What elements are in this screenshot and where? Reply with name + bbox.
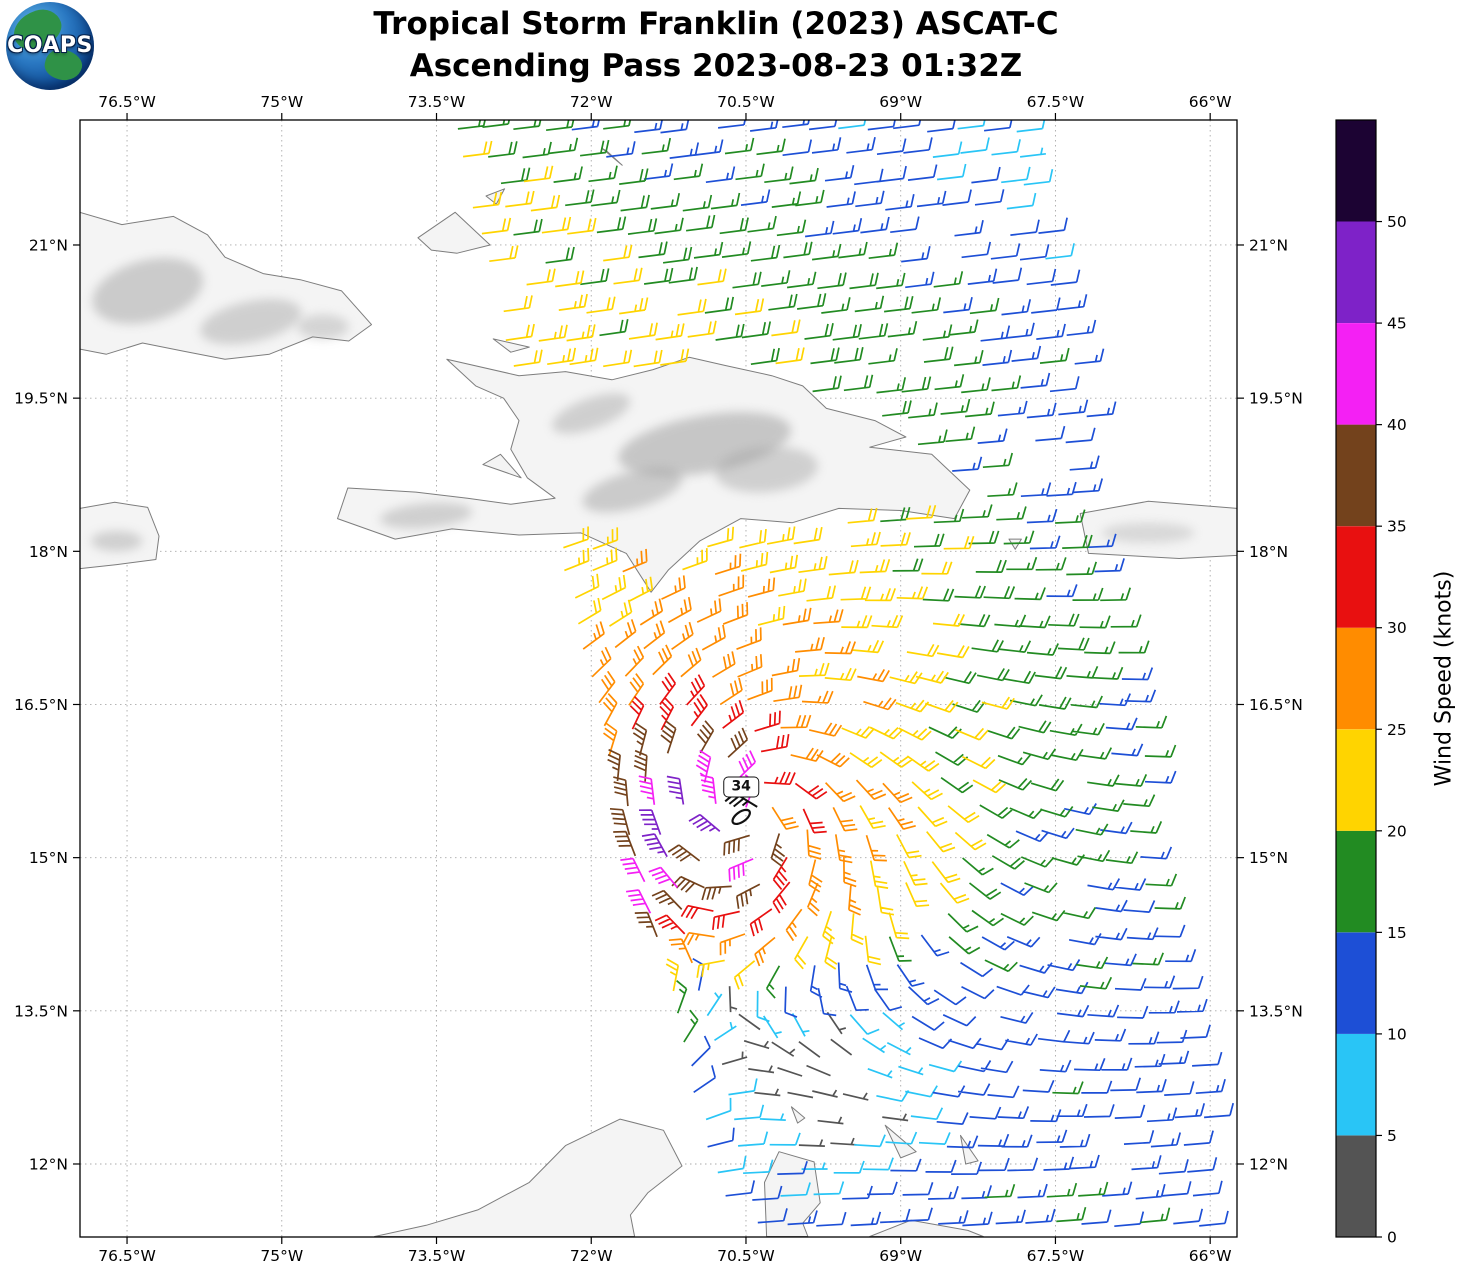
land-aruba [790,1106,806,1124]
wind-barbs-25-30kt [582,548,916,967]
terrain-shading [92,257,204,324]
terrain-shading [552,393,631,434]
x-tick-label-bottom: 75°W [260,1247,303,1264]
land-tortuga-island [492,338,530,353]
colorbar-tick-label: 10 [1387,1025,1407,1043]
colorbar-segment-15-20 [1336,830,1376,933]
terrain-shading [379,502,473,529]
land-gonave-island [482,453,522,479]
land-great-inagua [417,211,491,254]
colorbar-segment-50-55 [1336,120,1376,222]
colorbar-segment-10-15 [1336,932,1376,1034]
land-curacao [884,1124,917,1159]
figure-title-line2: Ascending Pass 2023-08-23 01:32Z [409,48,1023,84]
x-tick-label-top: 75°W [260,93,303,111]
x-tick-label-top: 72°W [570,93,613,111]
terrain-shading [297,314,349,340]
x-tick-label-bottom: 66°W [1189,1247,1232,1264]
y-tick-label-left: 15°N [29,849,68,867]
terrain-shading [200,298,302,345]
y-tick-label-right: 13.5°N [1249,1002,1303,1020]
land-layer [80,147,1237,1237]
storm-center-label: 34 [723,776,759,798]
wind-barbs-35-40kt [607,720,786,938]
storm-marker-layer [724,792,758,826]
colorbar-tick-label: 45 [1387,315,1407,333]
x-tick-label-top: 76.5°W [98,93,156,111]
x-tick-label-bottom: 67.5°W [1027,1247,1085,1264]
terrain-shading [90,530,143,552]
x-tick-label-bottom: 76.5°W [98,1247,156,1264]
colorbar-tick-label: 5 [1387,1127,1397,1145]
wind-barbs-5-10kt [705,120,1075,1197]
plot-border [79,119,1238,1238]
colorbar-segment-30-35 [1336,526,1376,628]
y-tick-label-left: 19.5°N [14,390,68,408]
colorbar-tick-label: 0 [1387,1229,1397,1247]
x-tick-label-bottom: 73.5°W [408,1247,466,1264]
logo-text: COAPS [7,33,93,58]
colorbar-segment-25-30 [1336,627,1376,730]
y-tick-label-left: 21°N [29,236,68,254]
y-tick-label-left: 18°N [29,543,68,561]
terrain-shading [715,446,818,493]
x-tick-label-bottom: 70.5°W [717,1247,775,1264]
y-tick-label-right: 18°N [1249,543,1288,561]
storm-center-symbol [731,808,751,826]
colorbar-tick-label: 25 [1387,721,1407,739]
x-tick-label-bottom: 72°W [570,1247,613,1264]
y-tick-label-left: 13.5°N [14,1002,68,1020]
land-cuba [80,211,372,360]
land-paraguana-venezuela [764,1151,821,1237]
x-tick-label-top: 69°W [879,93,922,111]
terrain-shading [1101,522,1195,544]
colorbar-tick-label: 30 [1387,619,1407,637]
terrain-shading [582,467,683,513]
y-tick-label-right: 12°N [1249,1155,1288,1173]
x-tick-label-top: 70.5°W [717,93,775,111]
y-tick-label-right: 15°N [1249,849,1288,867]
colorbar-tick-label: 15 [1387,924,1407,942]
colorbar-segment-40-45 [1336,323,1376,425]
y-tick-label-left: 16.5°N [14,696,68,714]
colorbar-segment-20-25 [1336,729,1376,831]
x-tick-label-top: 67.5°W [1027,93,1085,111]
colorbar-tick-label: 20 [1387,822,1407,840]
wind-barbs-0-5kt [721,986,909,1147]
wind-barbs-30-35kt [629,672,828,937]
wind-barbs-15-20kt [457,120,1186,1224]
y-tick-label-right: 21°N [1249,236,1288,254]
x-tick-label-top: 66°W [1189,93,1232,111]
colorbar-segment-0-5 [1336,1135,1376,1237]
axes-layer: 76.5°W 76.5°W 75°W 75°W 73.5°W 73.5°W 72°W 72°W… [14,93,1303,1264]
wind-barbs-20-25kt [462,140,1015,992]
y-tick-label-right: 19.5°N [1249,390,1303,408]
x-tick-label-bottom: 69°W [879,1247,922,1264]
colorbar-tick-label: 50 [1387,213,1407,231]
colorbar-segment-5-10 [1336,1033,1376,1136]
colorbar: 0 5 10 15 20 25 30 35 40 45 50 [1335,119,1407,1247]
y-tick-label-left: 12°N [29,1155,68,1173]
colorbar-tick-label: 40 [1387,416,1407,434]
colorbar-segment-35-40 [1336,424,1376,527]
y-tick-label-right: 16.5°N [1249,696,1303,714]
wind-barbs-10-15kt [571,120,1235,1228]
coaps-logo: COAPS [6,2,94,90]
land-colombia-guajira [374,1118,683,1237]
wind-barb-layer [457,120,1235,1228]
figure-title-line1: Tropical Storm Franklin (2023) ASCAT-C [373,6,1059,42]
x-tick-label-top: 73.5°W [408,93,466,111]
colorbar-tick-label: 35 [1387,518,1407,536]
colorbar-segment-45-50 [1336,221,1376,323]
colorbar-border [1335,119,1377,1238]
wind-barbs-45-50kt [638,775,721,858]
